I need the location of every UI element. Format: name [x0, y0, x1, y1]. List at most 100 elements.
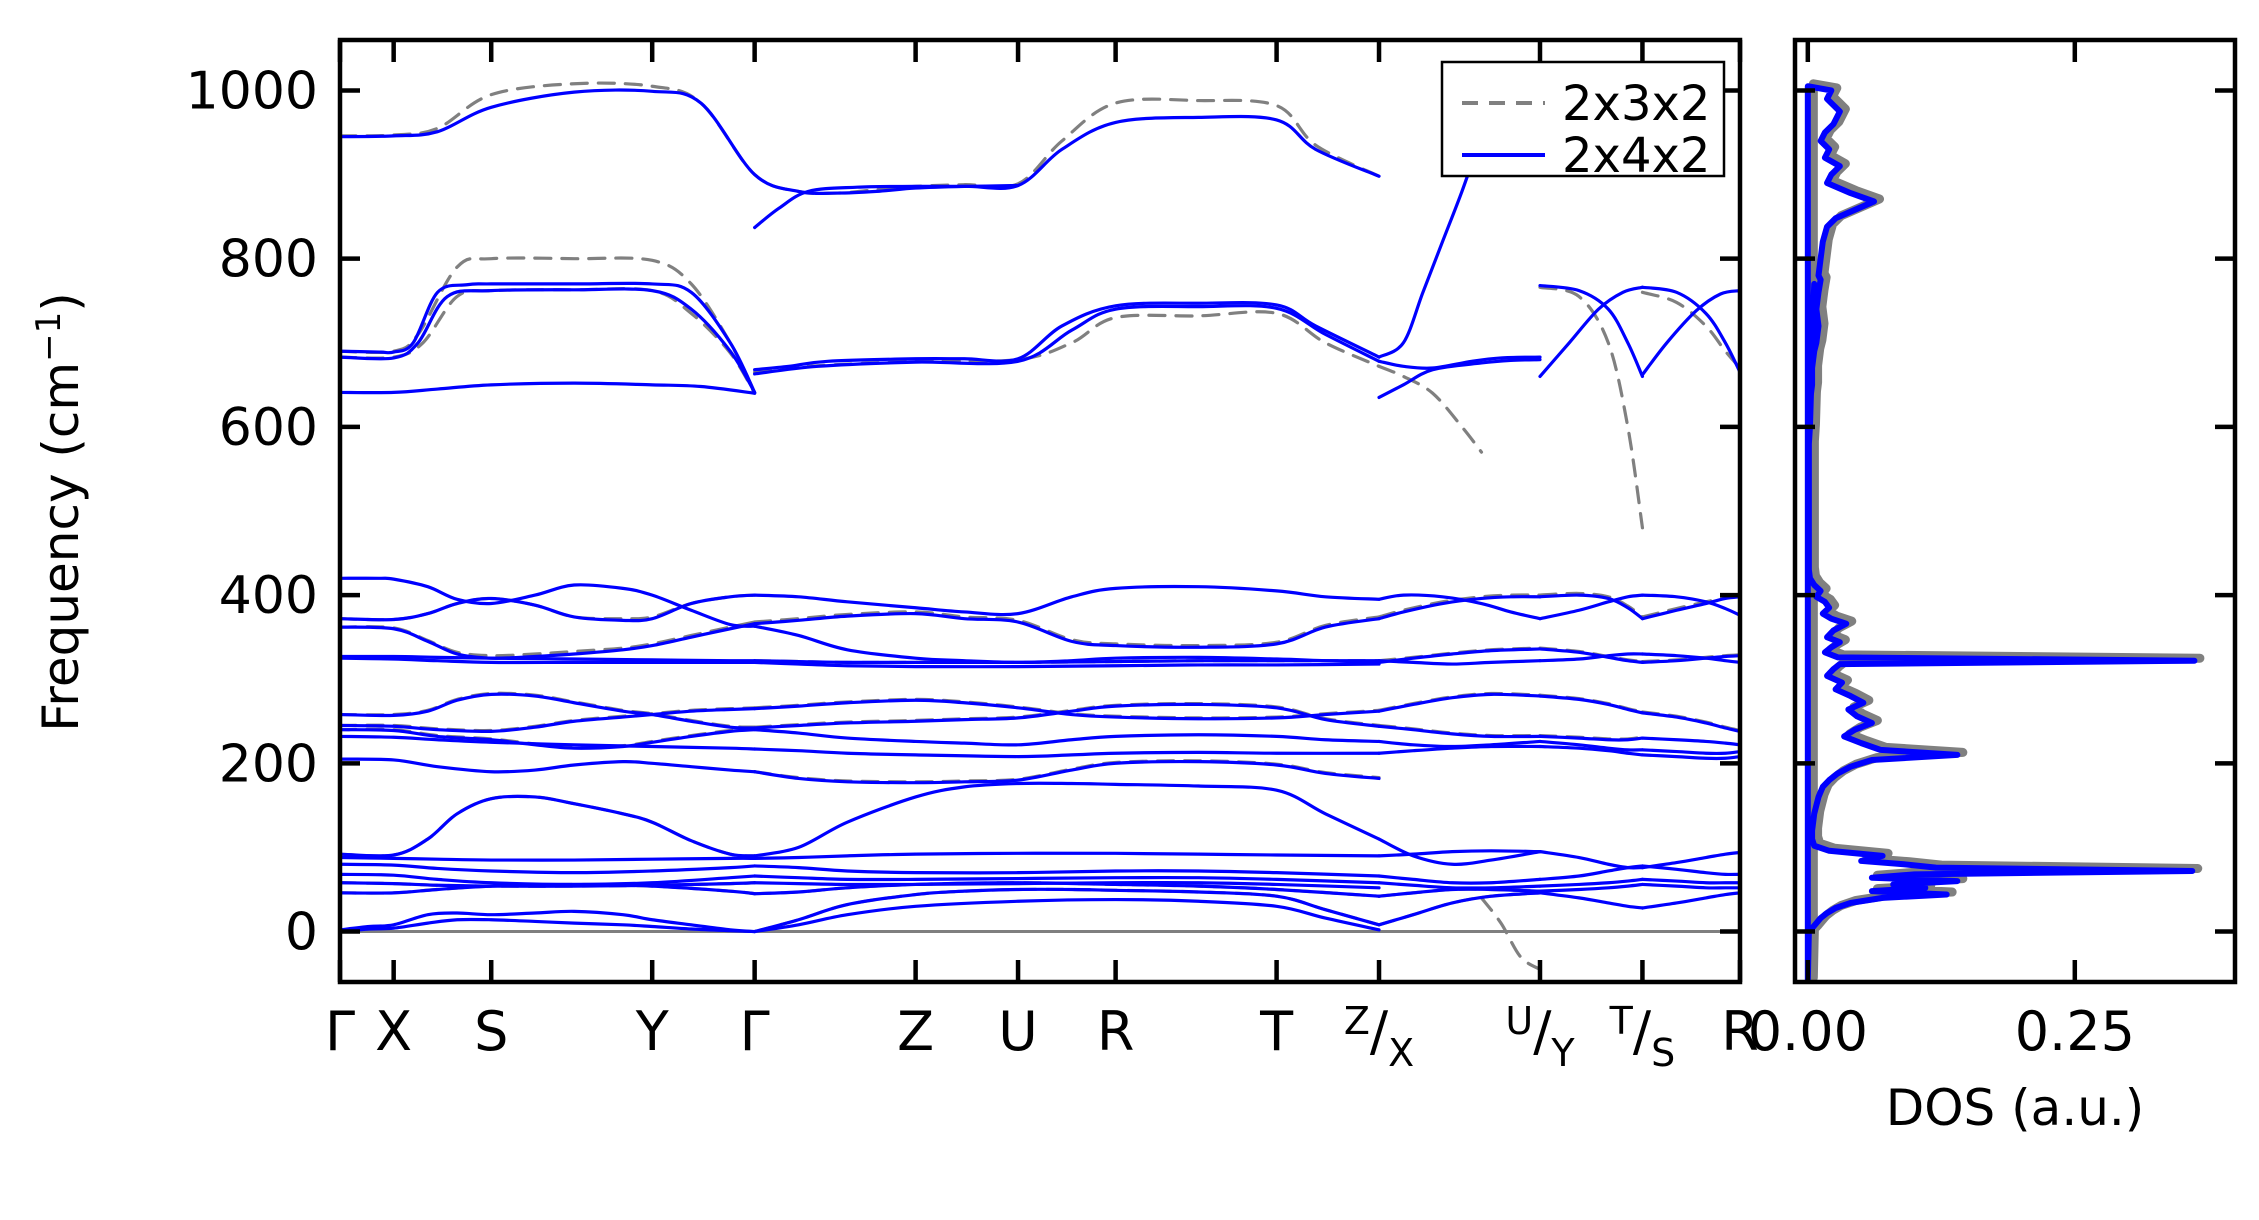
- band-curve: [1538, 877, 1645, 888]
- band-curve: [341, 917, 757, 934]
- band-curve: [1377, 364, 1484, 454]
- band-curve: [1640, 736, 1739, 747]
- band-curve: [1377, 744, 1542, 755]
- band-curve: [1640, 595, 1739, 621]
- band-curve: [341, 882, 757, 896]
- band-curve: [341, 622, 757, 660]
- band-curve: [753, 881, 1381, 898]
- dos-panel: 0.00 0.25 DOS (a.u.): [1748, 37, 2238, 1137]
- dos-curve-2x4x2: [1804, 83, 2198, 981]
- band-x-tick-labels: Γ X S Y Γ Z U R T Z/XU/YT/S R: [325, 999, 1759, 1075]
- dos-x-tick-labels: 0.00 0.25: [1748, 1000, 2135, 1063]
- band-curve: [753, 864, 1381, 878]
- band-curve: [1538, 647, 1645, 664]
- band-curve: [341, 576, 757, 628]
- band-curve: [341, 855, 757, 862]
- band-curve: [753, 851, 1381, 860]
- band-curve: [753, 301, 1381, 372]
- band-curve: [753, 310, 1381, 374]
- x-tick-label: T/S: [1609, 999, 1676, 1075]
- band-x-ticks: [337, 40, 1743, 982]
- x-tick-label: R: [1721, 1000, 1759, 1063]
- band-curve: [1640, 864, 1739, 877]
- band-curve: [1377, 849, 1542, 858]
- band-curve: [753, 897, 1381, 934]
- band-curves-2x4x2: [341, 88, 1739, 934]
- dos-x-tick-label: 0.00: [1748, 1000, 1868, 1063]
- y-tick-label: 600: [219, 398, 318, 458]
- band-curve: [341, 909, 757, 934]
- band-curve: [1640, 748, 1739, 756]
- band-curve: [341, 728, 757, 750]
- band-curve: [753, 584, 1381, 617]
- band-curve: [1377, 358, 1542, 400]
- band-curve: [341, 707, 757, 734]
- band-curve: [753, 659, 1381, 665]
- band-curve: [753, 702, 1381, 730]
- x-tick-label: Z: [897, 1000, 934, 1063]
- band-curve: [1538, 744, 1645, 757]
- band-curve: [1538, 593, 1645, 621]
- band-curve: [341, 381, 757, 395]
- y-axis-label-main: Frequency (cm: [32, 362, 90, 732]
- x-tick-label: U: [998, 1000, 1038, 1063]
- dos-y-ticks: [1795, 88, 2235, 934]
- band-panel-frame: [337, 37, 1743, 985]
- band-curve: [1538, 652, 1645, 663]
- band-curve: [1538, 694, 1645, 715]
- band-y-tick-labels: 0 200 400 600 800 1000: [186, 61, 318, 962]
- band-curve: [753, 887, 1381, 934]
- dos-curve-2x4x2: [1804, 83, 2198, 981]
- y-axis-label-close: ): [32, 292, 90, 312]
- band-curve: [753, 660, 1381, 669]
- band-y-ticks: [340, 88, 1740, 934]
- band-curve: [1538, 285, 1645, 530]
- band-curve: [341, 654, 757, 663]
- band-curve: [341, 757, 757, 774]
- band-curve: [1538, 739, 1645, 752]
- band-curve: [753, 759, 1381, 785]
- band-curve: [1640, 882, 1739, 890]
- band-curve: [1377, 739, 1542, 749]
- x-tick-label: T: [1259, 1000, 1294, 1063]
- y-axis-label: Frequency (cm−1): [29, 292, 90, 732]
- x-tick-label: R: [1097, 1000, 1135, 1063]
- dos-panel-frame: [1792, 37, 2238, 985]
- y-tick-label: 800: [219, 230, 318, 290]
- band-curve: [1538, 891, 1645, 910]
- band-curve: [1377, 874, 1542, 885]
- band-curve: [1640, 290, 1739, 370]
- x-tick-label: X: [375, 1000, 412, 1063]
- band-curve: [1640, 877, 1739, 885]
- y-tick-label: 1000: [186, 61, 318, 121]
- band-curve: [753, 611, 1381, 649]
- band-curve: [1538, 285, 1645, 379]
- y-tick-label: 400: [219, 566, 318, 626]
- band-curve: [1640, 289, 1739, 377]
- band-curve: [1377, 891, 1542, 927]
- y-axis-label-exponent: −1: [29, 312, 69, 362]
- band-curve: [1377, 647, 1542, 664]
- dos-x-axis-label: DOS (a.u.): [1886, 1079, 2145, 1137]
- band-curve: [341, 862, 757, 875]
- x-tick-label: Z/X: [1344, 999, 1414, 1075]
- band-curve: [1538, 734, 1645, 742]
- legend-label-2x4x2: 2x4x2: [1562, 128, 1710, 184]
- band-curve: [341, 281, 757, 395]
- band-curve: [1538, 864, 1645, 881]
- band-curve: [1538, 283, 1645, 379]
- band-curve: [753, 747, 1381, 759]
- svg-text:Frequency (cm−1): Frequency (cm−1): [29, 292, 90, 732]
- band-curve: [1640, 850, 1739, 870]
- x-tick-label: S: [474, 1000, 508, 1063]
- band-curve: [341, 656, 757, 665]
- x-tick-label: Γ: [740, 1000, 770, 1063]
- band-curve: [1377, 887, 1542, 898]
- band-curve: [341, 692, 757, 730]
- legend-label-2x3x2: 2x3x2: [1562, 76, 1710, 132]
